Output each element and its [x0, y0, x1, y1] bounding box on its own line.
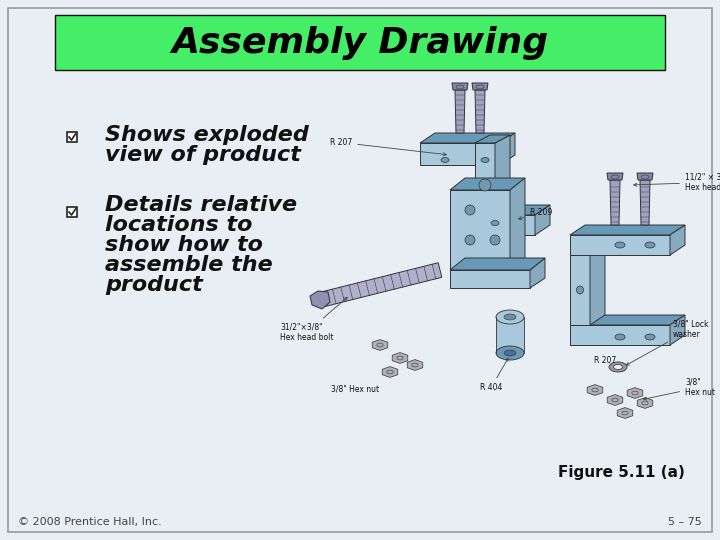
- Polygon shape: [617, 408, 633, 418]
- Text: 3/8" Hex nut: 3/8" Hex nut: [331, 385, 379, 394]
- Text: view of product: view of product: [105, 145, 301, 165]
- Text: assemble the: assemble the: [105, 255, 273, 275]
- Polygon shape: [570, 235, 670, 255]
- Polygon shape: [452, 83, 468, 90]
- Polygon shape: [610, 180, 620, 225]
- Polygon shape: [420, 133, 515, 143]
- FancyBboxPatch shape: [55, 15, 665, 70]
- Polygon shape: [455, 90, 465, 133]
- Polygon shape: [637, 397, 653, 408]
- Polygon shape: [475, 205, 550, 215]
- Text: 3/8"
Hex nut: 3/8" Hex nut: [644, 377, 715, 400]
- Polygon shape: [607, 173, 623, 180]
- Bar: [496, 317, 524, 353]
- Polygon shape: [310, 291, 330, 309]
- Bar: [67, 132, 77, 142]
- Polygon shape: [318, 263, 442, 307]
- Polygon shape: [590, 245, 605, 325]
- Ellipse shape: [490, 235, 500, 245]
- Text: 3/8" Lock
washer: 3/8" Lock washer: [626, 320, 708, 365]
- Text: Details relative: Details relative: [105, 195, 297, 215]
- Polygon shape: [637, 173, 653, 180]
- Text: 11/2" × 3/8"
Hex head bolt: 11/2" × 3/8" Hex head bolt: [634, 173, 720, 192]
- Ellipse shape: [609, 362, 627, 372]
- Bar: [67, 207, 77, 217]
- Polygon shape: [420, 143, 500, 165]
- Polygon shape: [570, 325, 670, 345]
- Ellipse shape: [504, 350, 516, 356]
- Polygon shape: [495, 135, 510, 235]
- Ellipse shape: [465, 205, 475, 215]
- Ellipse shape: [481, 158, 489, 163]
- Ellipse shape: [491, 220, 499, 226]
- Polygon shape: [475, 135, 510, 143]
- Text: R 209: R 209: [518, 208, 552, 220]
- Text: R 207: R 207: [594, 356, 616, 365]
- Ellipse shape: [577, 286, 583, 294]
- Ellipse shape: [615, 334, 625, 340]
- Text: show how to: show how to: [105, 235, 263, 255]
- Polygon shape: [627, 388, 643, 399]
- Polygon shape: [475, 90, 485, 133]
- Text: locations to: locations to: [105, 215, 253, 235]
- Ellipse shape: [496, 310, 524, 324]
- Polygon shape: [450, 190, 510, 270]
- Ellipse shape: [645, 334, 655, 340]
- Polygon shape: [670, 315, 685, 345]
- Text: 5 – 75: 5 – 75: [668, 517, 702, 527]
- Polygon shape: [570, 225, 685, 235]
- Text: Shows exploded: Shows exploded: [105, 125, 309, 145]
- Polygon shape: [450, 258, 545, 270]
- Ellipse shape: [613, 364, 623, 369]
- Text: R 404: R 404: [480, 358, 508, 392]
- Polygon shape: [607, 395, 623, 406]
- Text: product: product: [105, 275, 203, 295]
- Polygon shape: [588, 384, 603, 395]
- Polygon shape: [382, 367, 397, 377]
- Polygon shape: [535, 205, 550, 235]
- Polygon shape: [392, 353, 408, 363]
- Text: 31/2"×3/8"
Hex head bolt: 31/2"×3/8" Hex head bolt: [280, 298, 347, 342]
- Text: © 2008 Prentice Hall, Inc.: © 2008 Prentice Hall, Inc.: [18, 517, 162, 527]
- Polygon shape: [670, 225, 685, 255]
- Polygon shape: [372, 340, 388, 350]
- Ellipse shape: [465, 235, 475, 245]
- Polygon shape: [510, 178, 525, 270]
- Ellipse shape: [441, 158, 449, 163]
- Polygon shape: [450, 270, 530, 288]
- Polygon shape: [640, 180, 650, 225]
- Polygon shape: [570, 255, 590, 325]
- Polygon shape: [500, 133, 515, 165]
- Text: R 207: R 207: [330, 138, 446, 156]
- Polygon shape: [570, 245, 605, 255]
- Polygon shape: [530, 258, 545, 288]
- Text: Figure 5.11 (a): Figure 5.11 (a): [558, 464, 685, 480]
- Ellipse shape: [645, 242, 655, 248]
- Polygon shape: [475, 215, 535, 235]
- Text: Assembly Drawing: Assembly Drawing: [171, 25, 549, 59]
- Polygon shape: [450, 178, 525, 190]
- Polygon shape: [475, 143, 495, 235]
- Ellipse shape: [479, 179, 491, 191]
- Polygon shape: [472, 83, 488, 90]
- Ellipse shape: [504, 314, 516, 320]
- Ellipse shape: [615, 242, 625, 248]
- FancyBboxPatch shape: [8, 8, 712, 532]
- Ellipse shape: [496, 346, 524, 360]
- Polygon shape: [408, 360, 423, 370]
- Polygon shape: [570, 315, 685, 325]
